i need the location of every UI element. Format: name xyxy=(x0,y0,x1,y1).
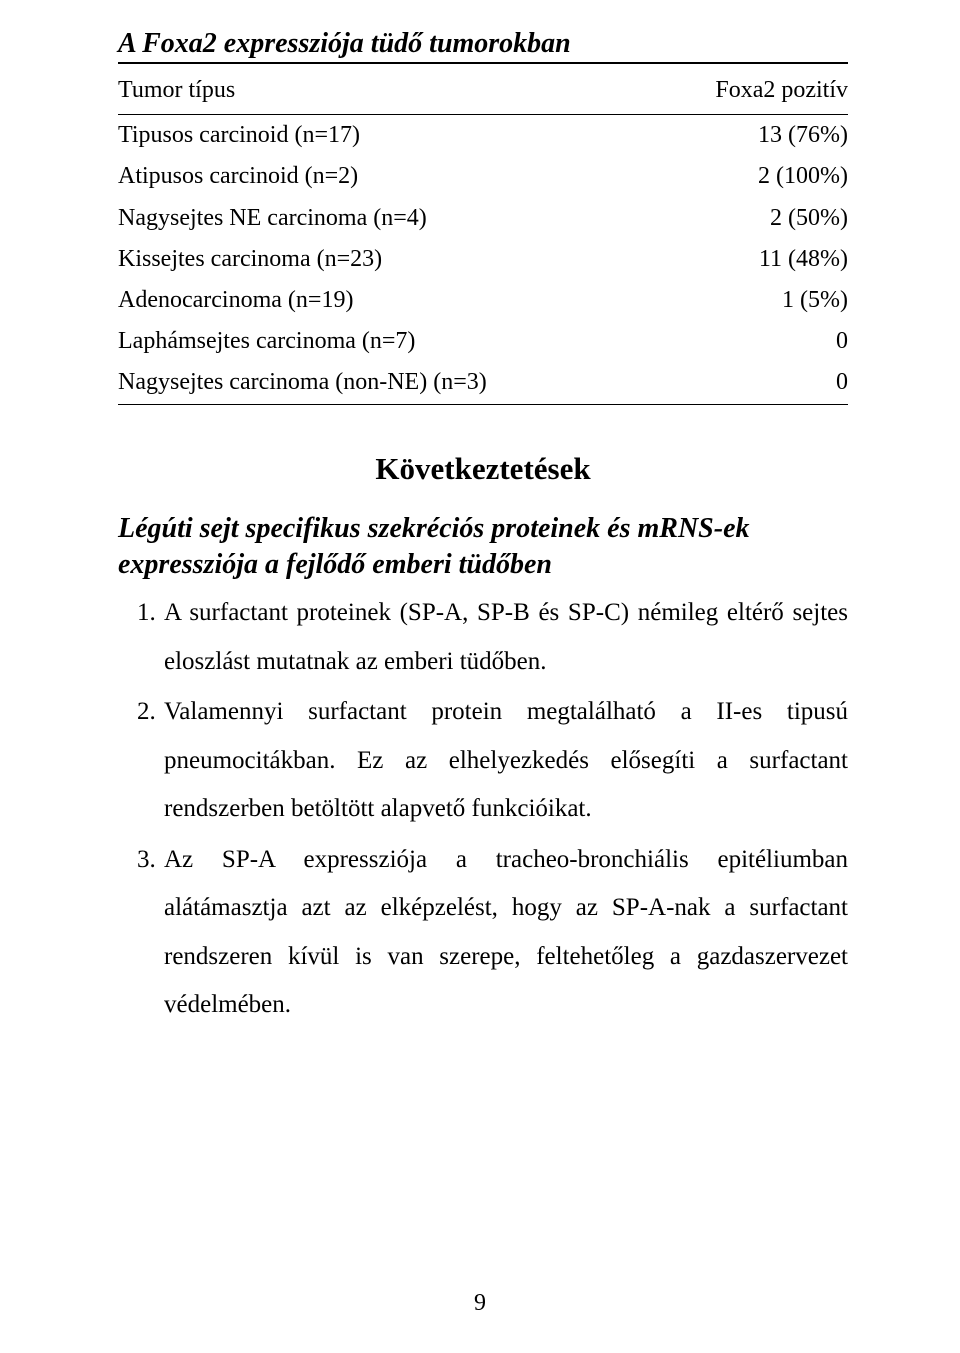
cell-tumor-type: Atipusos carcinoid (n=2) xyxy=(118,156,655,197)
foxa2-table: Tumor típus Foxa2 pozitív Tipusos carcin… xyxy=(118,70,848,405)
cell-foxa2-positive: 2 (100%) xyxy=(655,156,848,197)
table-row: Tipusos carcinoid (n=17) 13 (76%) xyxy=(118,115,848,157)
document-page: A Foxa2 expressziója tüdő tumorokban Tum… xyxy=(0,0,960,1353)
cell-tumor-type: Nagysejtes NE carcinoma (n=4) xyxy=(118,198,655,239)
col-header-foxa2-positive: Foxa2 pozitív xyxy=(655,70,848,115)
page-number: 9 xyxy=(0,1290,960,1317)
cell-tumor-type: Tipusos carcinoid (n=17) xyxy=(118,115,655,157)
col-header-tumor-type: Tumor típus xyxy=(118,70,655,115)
cell-foxa2-positive: 0 xyxy=(655,321,848,362)
table-row: Nagysejtes carcinoma (non-NE) (n=3) 0 xyxy=(118,362,848,404)
cell-foxa2-positive: 11 (48%) xyxy=(655,239,848,280)
cell-tumor-type: Kissejtes carcinoma (n=23) xyxy=(118,239,655,280)
list-item: Az SP-A expressziója a tracheo-bronchiál… xyxy=(162,836,848,1030)
table-row: Laphámsejtes carcinoma (n=7) 0 xyxy=(118,321,848,362)
cell-tumor-type: Adenocarcinoma (n=19) xyxy=(118,280,655,321)
table-row: Kissejtes carcinoma (n=23) 11 (48%) xyxy=(118,239,848,280)
cell-foxa2-positive: 13 (76%) xyxy=(655,115,848,157)
table-title: A Foxa2 expressziója tüdő tumorokban xyxy=(118,28,848,64)
conclusions-subheading: Légúti sejt specifikus szekréciós protei… xyxy=(118,511,848,584)
cell-tumor-type: Laphámsejtes carcinoma (n=7) xyxy=(118,321,655,362)
cell-foxa2-positive: 1 (5%) xyxy=(655,280,848,321)
cell-tumor-type: Nagysejtes carcinoma (non-NE) (n=3) xyxy=(118,362,655,404)
table-row: Adenocarcinoma (n=19) 1 (5%) xyxy=(118,280,848,321)
table-header-row: Tumor típus Foxa2 pozitív xyxy=(118,70,848,115)
table-row: Atipusos carcinoid (n=2) 2 (100%) xyxy=(118,156,848,197)
cell-foxa2-positive: 0 xyxy=(655,362,848,404)
list-item: A surfactant proteinek (SP-A, SP-B és SP… xyxy=(162,589,848,686)
list-item: Valamennyi surfactant protein megtalálha… xyxy=(162,688,848,834)
table-row: Nagysejtes NE carcinoma (n=4) 2 (50%) xyxy=(118,198,848,239)
conclusions-list: A surfactant proteinek (SP-A, SP-B és SP… xyxy=(118,589,848,1030)
cell-foxa2-positive: 2 (50%) xyxy=(655,198,848,239)
conclusions-heading: Következtetések xyxy=(118,451,848,487)
